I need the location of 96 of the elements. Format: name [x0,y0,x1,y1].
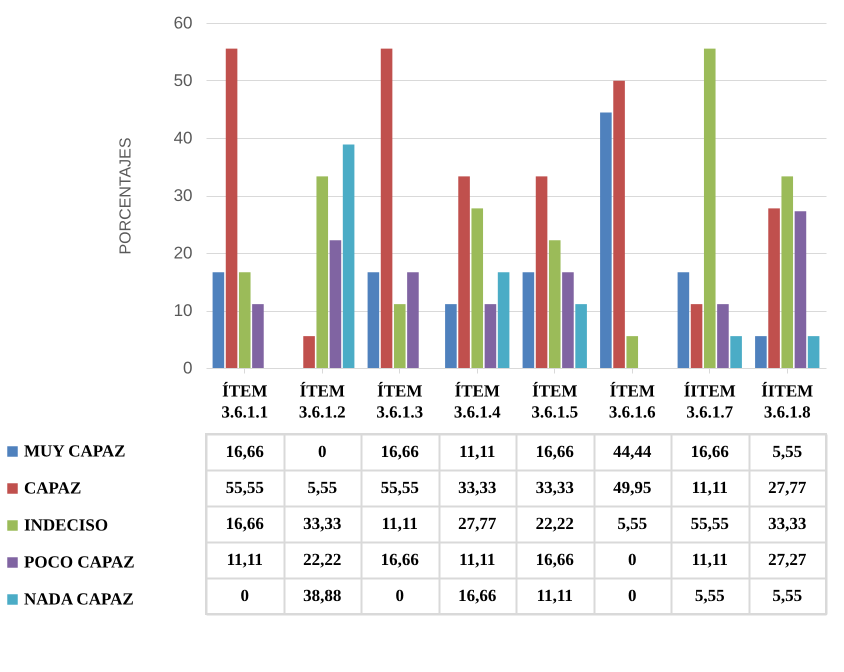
bar [498,272,510,368]
bar [342,144,354,368]
bar [303,336,315,368]
data-label: 11,11 [226,550,263,569]
y-tick-label: 10 [174,301,192,320]
data-label: 33,33 [536,478,574,497]
data-label: 0 [240,586,249,605]
data-label: 0 [628,586,636,605]
data-label: 16,66 [458,586,496,605]
data-label: 27,77 [458,514,497,533]
bar [522,272,534,368]
data-label: 11,11 [459,442,496,461]
y-tick-label: 60 [174,14,192,32]
data-label: 11,11 [382,514,418,533]
legend-label: CAPAZ [24,478,82,498]
bar [484,304,496,368]
bar [600,112,612,368]
data-label: 22,22 [536,514,574,533]
data-label: 33,33 [458,478,496,497]
bar [407,272,419,368]
data-label: 16,66 [536,442,574,461]
data-label: 16,66 [380,550,419,569]
data-label: 16,66 [690,442,729,461]
data-label: 55,55 [380,478,419,497]
bar [575,304,587,368]
x-tick-label: ÍITEM 3.6.1.7 [684,382,736,422]
x-tick-label: ÍTEM 3.6.1.3 [376,382,424,422]
data-label: 27,77 [768,478,807,497]
data-label: 22,22 [303,550,342,569]
data-label: 0 [318,442,326,461]
bar [471,208,484,368]
bar [394,304,406,368]
bar [678,272,690,368]
bar [380,48,392,368]
data-label: 11,11 [536,586,573,605]
bar [704,48,716,368]
x-tick-label: ÍTEM 3.6.1.4 [454,382,502,422]
y-tick-label: 30 [174,186,192,205]
legend-label: INDECISO [24,516,108,534]
bar [717,304,729,368]
y-axis-title: PORCENTAJES [118,137,135,255]
bar [613,80,625,368]
data-label: 55,55 [690,514,729,533]
bar [212,272,224,368]
bar [768,208,780,368]
data-label: 11,11 [692,550,728,569]
data-label: 16,66 [536,550,574,569]
data-label: 5,55 [694,586,725,605]
data-label: 0 [628,550,636,569]
data-label: 33,33 [768,514,806,533]
data-label: 0 [396,586,404,605]
bar [226,48,238,368]
x-tick-label: ÍITEM 3.6.1.8 [761,382,814,422]
bar [548,240,561,368]
data-label: 33,33 [303,514,342,533]
legend-label: MUY CAPAZ [24,442,126,460]
bar [755,336,767,368]
data-label: 11,11 [692,478,728,497]
legend-label: POCO CAPAZ [24,552,135,572]
bar [536,176,548,368]
bar [252,304,264,368]
bar [562,272,574,368]
y-tick-label: 20 [174,244,192,262]
data-label: 27,27 [768,550,807,569]
data-label: 11,11 [459,550,496,569]
bar [781,176,794,368]
bar [730,336,742,368]
bar [808,336,820,368]
y-tick-label: 40 [174,128,192,148]
bar [690,304,702,368]
bar [445,304,457,368]
bar [626,336,638,368]
bar [458,176,470,368]
bar [368,272,380,368]
y-tick-label: 0 [183,358,192,378]
bar [330,240,342,368]
data-label: 5,55 [772,586,802,605]
y-tick-label: 50 [174,71,192,90]
data-label: 5,55 [772,442,802,461]
bar [238,272,251,368]
data-label: 16,66 [226,442,264,461]
bar [316,176,328,368]
data-label: 38,88 [303,586,342,605]
bar [794,211,806,368]
data-label: 16,66 [226,514,264,533]
x-tick-label: ÍTEM 3.6.1.5 [531,382,578,422]
x-tick-label: ÍTEM 3.6.1.6 [608,382,656,422]
data-label: 44,44 [613,442,652,461]
x-tick-label: ÍTEM 3.6.1.2 [298,382,346,422]
data-label: 49,95 [613,478,652,497]
legend-label: NADA CAPAZ [24,590,134,608]
data-label: 55,55 [226,478,264,497]
data-label: 5,55 [307,478,338,497]
data-label: 16,66 [380,442,419,461]
data-label: 5,55 [617,514,648,533]
x-tick-label: ÍTEM 3.6.1.1 [221,382,268,422]
